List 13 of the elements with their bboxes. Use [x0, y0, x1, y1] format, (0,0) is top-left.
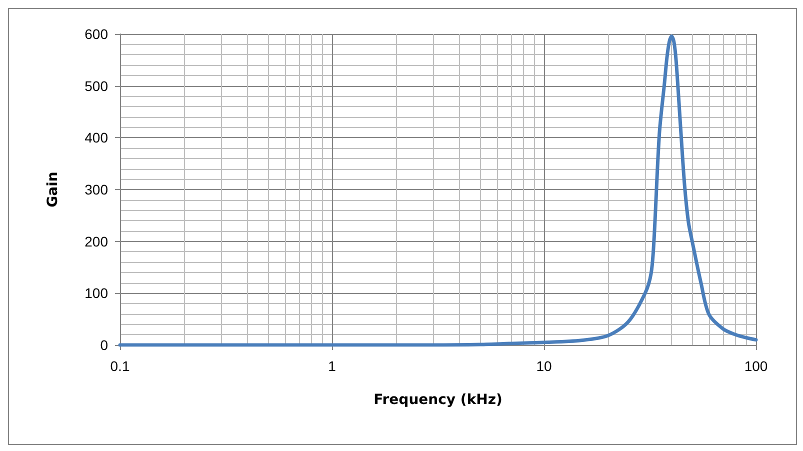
- x-tick-label: 10: [536, 358, 552, 374]
- y-tick-label: 300: [84, 182, 108, 198]
- y-tick-label: 0: [100, 337, 108, 353]
- y-tick-label: 400: [84, 130, 108, 146]
- x-tick-label: 0.1: [110, 358, 130, 374]
- y-tick-label: 600: [84, 26, 108, 42]
- x-tick-label: 100: [744, 358, 768, 374]
- x-axis-title: Frequency (kHz): [374, 392, 502, 408]
- y-axis-title: Gain: [45, 172, 61, 208]
- y-tick-label: 100: [84, 285, 108, 302]
- x-tick-label: 1: [328, 358, 336, 374]
- y-tick-label: 200: [84, 233, 108, 250]
- y-tick-label: 500: [84, 78, 108, 94]
